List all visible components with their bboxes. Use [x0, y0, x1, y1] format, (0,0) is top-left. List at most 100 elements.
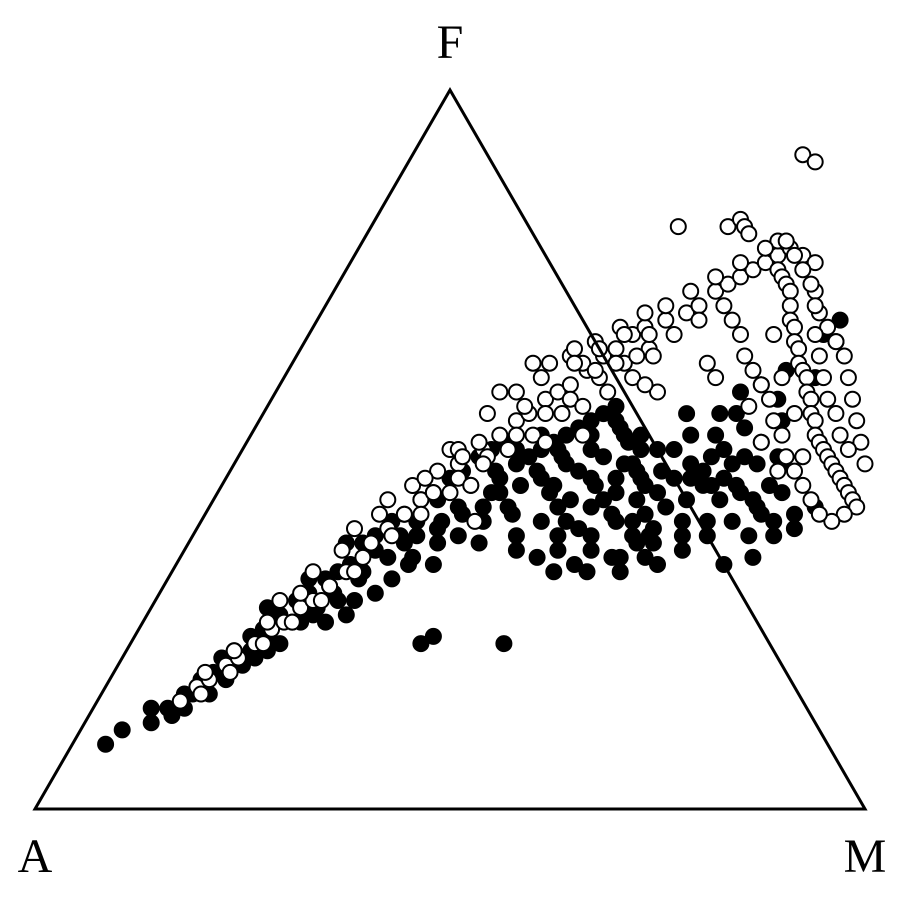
open-data-point: [412, 505, 430, 523]
filled-data-point: [727, 476, 745, 494]
filled-data-point: [723, 512, 741, 530]
open-data-point: [752, 433, 770, 451]
filled-data-point: [142, 714, 160, 732]
open-data-point: [379, 491, 397, 509]
filled-data-point: [744, 548, 762, 566]
filled-data-point: [678, 405, 696, 423]
filled-data-point: [831, 311, 849, 329]
open-data-point: [649, 383, 666, 401]
open-data-point: [798, 369, 816, 387]
open-data-point: [719, 218, 737, 236]
open-data-point: [839, 441, 857, 458]
filled-data-point: [673, 541, 691, 559]
filled-data-point: [561, 491, 579, 509]
filled-data-point: [582, 498, 600, 516]
open-data-point: [740, 225, 758, 243]
open-data-point: [333, 541, 351, 559]
open-data-point: [362, 534, 380, 552]
open-data-point: [466, 512, 484, 530]
open-data-point: [773, 426, 791, 444]
open-data-point: [474, 455, 492, 473]
open-data-point: [429, 462, 447, 480]
open-data-point: [765, 412, 783, 430]
filled-data-point: [673, 527, 691, 545]
filled-data-point: [682, 426, 700, 444]
open-data-point: [756, 239, 774, 257]
filled-data-point: [549, 527, 567, 545]
open-data-point: [794, 261, 812, 279]
open-data-point: [254, 635, 272, 653]
open-data-point: [819, 318, 837, 336]
vertex-label-a: A: [18, 830, 53, 883]
open-data-point: [765, 326, 783, 343]
open-data-point: [312, 592, 330, 609]
filled-data-point: [620, 433, 637, 451]
filled-data-point: [424, 627, 442, 645]
open-data-point: [823, 512, 841, 530]
filled-data-point: [507, 455, 525, 473]
filled-data-point: [366, 584, 384, 602]
open-data-point: [574, 426, 592, 444]
filled-data-point: [337, 606, 355, 624]
filled-data-point: [424, 556, 442, 573]
filled-data-point: [636, 505, 654, 523]
open-data-point: [628, 347, 646, 365]
open-data-point: [553, 405, 571, 422]
open-data-point: [346, 520, 363, 538]
filled-data-point: [765, 527, 783, 545]
open-data-point: [321, 577, 339, 595]
filled-data-point: [512, 477, 529, 494]
filled-data-point: [163, 707, 181, 724]
open-data-point: [516, 397, 534, 415]
open-data-point: [624, 369, 642, 387]
filled-data-point: [611, 563, 629, 581]
open-data-point: [271, 592, 289, 609]
filled-data-point: [557, 426, 575, 444]
filled-data-point: [636, 548, 654, 566]
filled-data-point: [694, 462, 712, 480]
filled-data-point: [582, 541, 600, 559]
open-data-point: [462, 476, 480, 494]
open-data-point: [839, 369, 857, 387]
open-data-point: [346, 563, 364, 581]
filled-data-point: [732, 383, 749, 401]
open-data-point: [690, 311, 708, 329]
filled-data-point: [786, 505, 803, 523]
open-data-point: [819, 390, 837, 408]
open-data-point: [532, 369, 550, 387]
open-data-point: [491, 383, 509, 401]
filled-data-point: [317, 613, 334, 631]
open-data-point: [769, 462, 787, 480]
filled-data-point: [707, 426, 725, 444]
open-data-point: [802, 491, 820, 509]
open-data-point: [786, 405, 803, 422]
open-data-point: [640, 326, 658, 343]
open-data-point: [636, 376, 654, 394]
open-data-point: [258, 613, 276, 631]
filled-data-point: [603, 505, 621, 523]
open-data-point: [225, 642, 243, 660]
open-data-point: [777, 448, 795, 466]
open-data-point: [802, 390, 820, 408]
filled-data-point: [570, 462, 588, 480]
open-data-point: [416, 469, 434, 487]
filled-data-point: [740, 527, 758, 545]
open-data-point: [561, 390, 579, 408]
vertex-label-m: M: [844, 830, 887, 883]
open-data-point: [566, 354, 583, 372]
filled-data-point: [379, 548, 397, 566]
open-data-point: [657, 297, 675, 315]
filled-data-point: [673, 512, 691, 530]
open-data-point: [736, 347, 754, 365]
open-data-point: [424, 484, 442, 502]
filled-data-point: [624, 455, 642, 473]
open-data-point: [831, 426, 849, 444]
open-data-point: [802, 275, 820, 293]
open-data-point: [657, 311, 675, 329]
filled-data-point: [628, 491, 646, 509]
filled-data-point: [491, 469, 509, 487]
open-data-point: [566, 340, 583, 358]
open-data-point: [371, 505, 388, 523]
filled-data-point: [449, 498, 467, 516]
open-data-point: [852, 433, 870, 451]
